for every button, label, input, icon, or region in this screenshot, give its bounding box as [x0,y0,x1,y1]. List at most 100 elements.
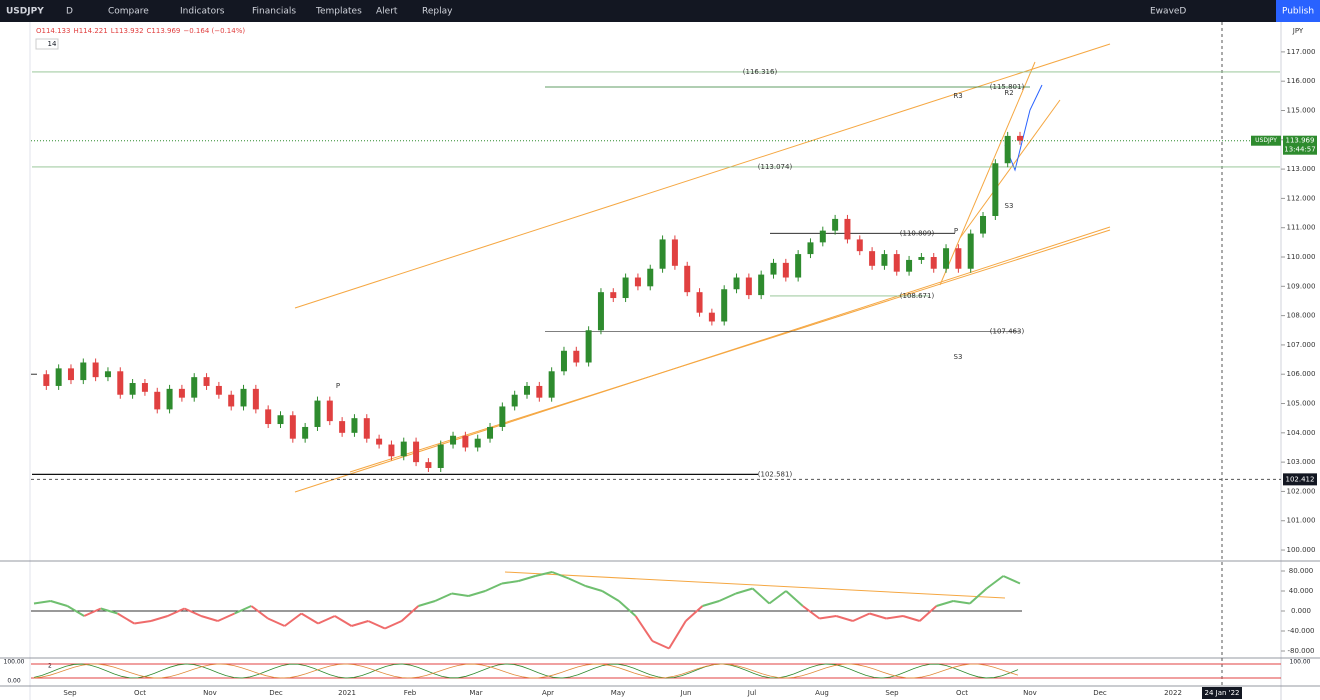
candle-body [671,239,678,266]
osc-segment [200,615,219,622]
osc-segment [985,575,1004,590]
candle-body [906,259,913,272]
ohlc-part: −0.164 (−0.14%) [183,27,245,35]
candle-body [634,277,641,287]
date-label: 24 Jan '22 [1205,689,1240,697]
symbol[interactable]: USDJPY [6,7,44,17]
candle-body [104,371,111,378]
candle-body [893,254,900,272]
x-tick-label: Jun [680,689,692,697]
x-tick-label: Nov [203,689,217,697]
channel-line [939,61,1036,286]
y-tick-label: 0.000 [1291,607,1311,615]
candle-body [844,218,851,240]
candle-body [708,312,715,322]
crosshair-label: 102.412 [1286,475,1315,483]
toolbar-button[interactable]: Templates [315,7,362,17]
candle-body [967,233,974,269]
candle-body [339,421,346,433]
stoch-count: 2 [48,663,52,670]
osc-segment [651,640,670,650]
toolbar-button[interactable]: Indicators [180,7,225,17]
candle-body [647,268,654,287]
publish-button[interactable] [1276,0,1320,22]
date-badge [1202,687,1242,699]
candle-body [1004,135,1011,164]
pivot-label: S3 [954,353,963,361]
osc-segment [183,607,202,617]
y-tick-label: 40.000 [1289,587,1314,595]
stoch-label: 0.00 [7,678,21,685]
osc-segment [501,580,519,585]
level-label: (115.801) [990,83,1025,91]
candle-body [376,438,383,445]
price-badge [1283,135,1317,155]
osc-trendline [504,571,1006,599]
y-tick-label: 117.000 [1287,48,1316,56]
stoch-label: 100.00 [4,659,25,666]
osc-segment [217,612,235,622]
candle-body [363,418,370,439]
candle-body [918,257,925,260]
candle-body [55,368,62,386]
candle-body [302,426,309,439]
stoch-line [33,663,1019,679]
candle-body [1017,135,1023,141]
candle-body [450,435,457,445]
osc-segment [400,605,420,622]
candle-body [43,374,50,386]
pivot-label: S3 [1005,202,1014,210]
candle-body [462,435,469,448]
osc-segment [685,605,704,622]
indicator-toggle[interactable] [35,38,59,50]
candle-body [585,330,592,363]
y-tick-label: -80.000 [1287,647,1314,655]
osc-segment [702,600,720,607]
osc-segment [100,607,118,615]
indicator-count[interactable]: 14 [48,40,57,48]
osc-segment [585,585,603,592]
candle-body [819,230,826,243]
toolbar-button[interactable]: Alert [376,7,398,17]
candle-body [782,262,789,278]
ohlc-part: H114.221 [73,27,107,35]
x-tick-label: Feb [404,689,417,697]
y-tick-label: 106.000 [1287,370,1316,378]
osc-segment [66,605,85,617]
ohlc-part: O114.133 [36,27,70,35]
candle-body [351,418,358,433]
currency[interactable]: JPY [1292,27,1304,35]
candle-body [388,444,395,457]
osc-segment [50,600,68,607]
osc-segment [284,612,302,627]
channel-line [294,43,1111,309]
x-tick-label: Mar [469,689,482,697]
candle-body [252,388,259,410]
pivot-label: P [336,382,340,390]
toolbar-button[interactable]: Financials [252,7,296,17]
toolbar-button[interactable]: Replay [422,7,453,17]
candle-body [745,277,752,296]
level-label: (108.671) [900,292,935,300]
osc-segment [518,575,536,582]
osc-segment [451,592,469,597]
x-tick-label: 2021 [338,689,356,697]
osc-segment [568,577,586,587]
toolbar-button[interactable]: Compare [108,7,149,17]
publish-label[interactable]: Publish [1282,7,1314,17]
x-tick-label: Apr [542,689,554,697]
x-tick-label: Sep [63,689,77,697]
interval[interactable]: D [66,7,73,17]
candle-body [191,377,198,398]
stoch-line [33,663,1019,679]
ohlc: O114.133 H114.221 L113.932 C113.969 −0.164 (… [36,27,245,35]
y-tick-label: 100.000 [1287,546,1316,554]
layout-name[interactable]: EwaveD [1150,7,1186,17]
candle-body [437,444,444,468]
osc-segment [484,582,503,592]
osc-segment [468,590,486,597]
y-tick-label: 110.000 [1287,253,1316,261]
candle-body [154,391,161,410]
pivot-label: R2 [1004,89,1013,97]
